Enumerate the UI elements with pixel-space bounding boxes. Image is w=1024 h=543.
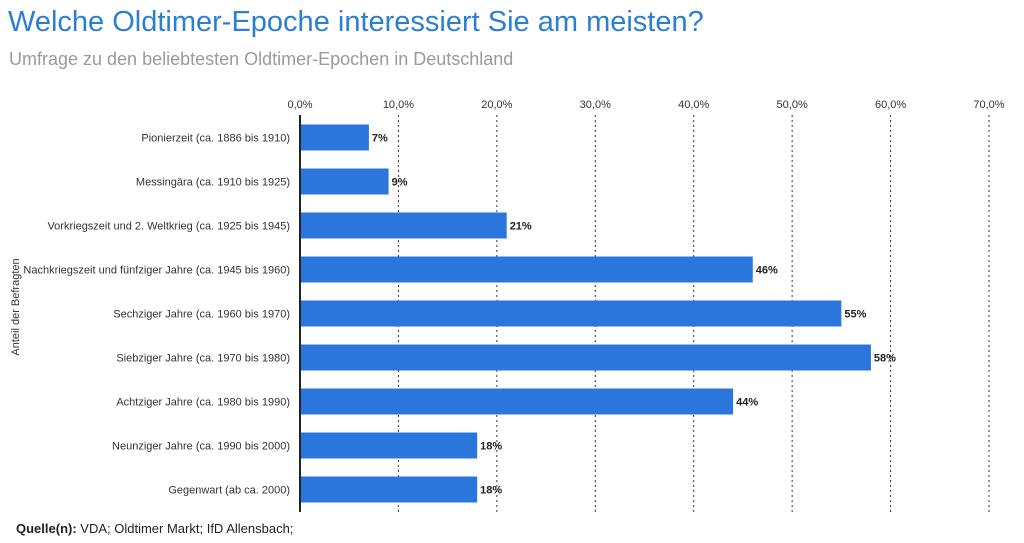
bars: [300, 124, 871, 503]
chart-title: Welche Oldtimer-Epoche interessiert Sie …: [8, 6, 704, 38]
category-label: Pionierzeit (ca. 1886 bis 1910): [141, 133, 290, 145]
category-label: Gegenwart (ab ca. 2000): [168, 485, 290, 497]
x-tick-label: 50,0%: [777, 99, 808, 111]
x-axis-ticks: 0,0% 10,0% 20,0% 30,0% 40,0% 50,0% 60,0% 70,0%: [287, 99, 1004, 111]
data-label: 18%: [480, 441, 502, 453]
category-label: Siebziger Jahre (ca. 1970 bis 1980): [116, 353, 290, 365]
data-label: 21%: [510, 221, 532, 233]
x-tick-label: 10,0%: [383, 99, 414, 111]
bar: [300, 476, 478, 503]
chart-subtitle: Umfrage zu den beliebtesten Oldtimer-Epo…: [9, 49, 514, 69]
y-axis-label: Anteil der Befragten: [10, 258, 22, 355]
source-text: VDA; Oldtimer Markt; IfD Allensbach;: [80, 521, 294, 536]
x-tick-label: 40,0%: [678, 99, 709, 111]
x-tick-label: 70,0%: [973, 99, 1004, 111]
bar: [300, 432, 478, 459]
bar: [300, 300, 842, 327]
data-label: 58%: [874, 353, 896, 365]
source-note: Quelle(n): VDA; Oldtimer Markt; IfD Alle…: [16, 521, 293, 536]
data-label: 9%: [392, 177, 408, 189]
category-label: Achtziger Jahre (ca. 1980 bis 1990): [116, 397, 290, 409]
x-tick-label: 20,0%: [481, 99, 512, 111]
data-labels: 7% 9% 21% 46% 55% 58% 44% 18% 18%: [372, 133, 896, 497]
category-label: Sechziger Jahre (ca. 1960 bis 1970): [113, 309, 290, 321]
x-tick-label: 0,0%: [287, 99, 312, 111]
x-tick-label: 30,0%: [580, 99, 611, 111]
category-label: Nachkriegszeit und fünfziger Jahre (ca. …: [23, 265, 290, 277]
bar: [300, 344, 871, 371]
source-label: Quelle(n):: [16, 521, 77, 536]
data-label: 44%: [736, 397, 758, 409]
category-labels: Pionierzeit (ca. 1886 bis 1910) Messingär…: [23, 133, 290, 497]
data-label: 18%: [480, 485, 502, 497]
bar: [300, 124, 369, 151]
data-label: 46%: [756, 265, 778, 277]
bar: [300, 256, 753, 283]
category-label: Vorkriegszeit und 2. Weltkrieg (ca. 1925…: [47, 221, 290, 233]
bar: [300, 168, 389, 195]
x-tick-label: 60,0%: [875, 99, 906, 111]
data-label: 7%: [372, 133, 388, 145]
data-label: 55%: [844, 309, 866, 321]
category-label: Messingära (ca. 1910 bis 1925): [136, 177, 290, 189]
bar: [300, 388, 734, 415]
category-label: Neunziger Jahre (ca. 1990 bis 2000): [112, 441, 290, 453]
bar: [300, 212, 507, 239]
